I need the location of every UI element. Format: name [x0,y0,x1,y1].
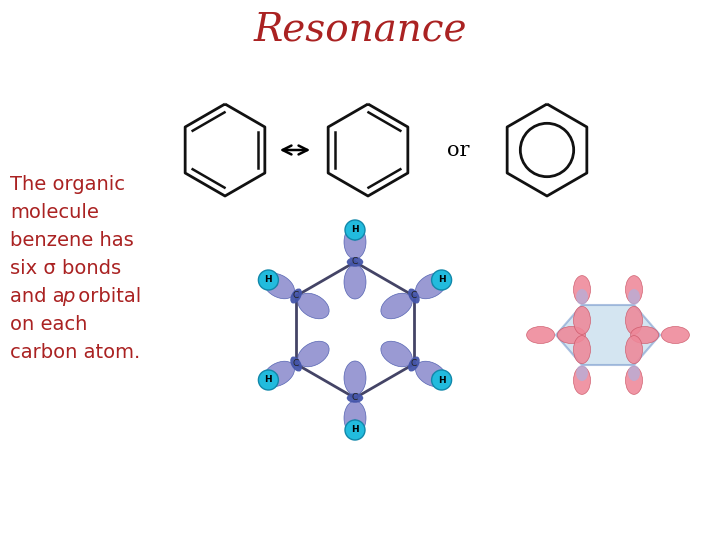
Ellipse shape [628,289,640,305]
Text: H: H [264,375,272,384]
Text: H: H [264,275,272,285]
Polygon shape [556,305,660,365]
Ellipse shape [381,293,413,319]
Ellipse shape [347,257,364,267]
Text: benzene has: benzene has [10,232,134,251]
Text: orbital: orbital [72,287,141,307]
Circle shape [431,270,451,290]
Ellipse shape [381,341,413,367]
Ellipse shape [344,401,366,435]
Text: C: C [352,394,358,402]
Ellipse shape [626,335,642,363]
Ellipse shape [415,273,447,299]
Ellipse shape [408,288,420,303]
Text: C: C [293,292,300,300]
Ellipse shape [557,327,585,343]
Ellipse shape [263,361,294,387]
Ellipse shape [574,306,590,334]
Ellipse shape [526,327,554,343]
Text: H: H [438,375,446,384]
Text: H: H [351,426,359,435]
Circle shape [345,220,365,240]
Text: C: C [411,292,417,300]
Text: H: H [351,226,359,234]
Text: and a: and a [10,287,71,307]
Ellipse shape [631,327,659,343]
Circle shape [258,370,279,390]
Ellipse shape [344,225,366,259]
Ellipse shape [263,273,294,299]
Ellipse shape [344,361,366,395]
Text: six σ bonds: six σ bonds [10,260,121,279]
Ellipse shape [574,367,590,394]
Text: C: C [352,258,358,267]
Circle shape [258,270,279,290]
Ellipse shape [415,361,447,387]
Text: molecule: molecule [10,204,99,222]
Ellipse shape [290,288,302,303]
Ellipse shape [576,289,588,305]
Text: Resonance: Resonance [253,11,467,49]
Ellipse shape [290,356,302,372]
Ellipse shape [408,356,420,372]
Text: H: H [438,275,446,285]
Ellipse shape [626,367,642,394]
Ellipse shape [626,306,642,334]
Text: carbon atom.: carbon atom. [10,343,140,362]
Text: C: C [293,360,300,368]
Circle shape [345,420,365,440]
Ellipse shape [344,265,366,299]
Ellipse shape [662,327,690,343]
Text: The organic: The organic [10,176,125,194]
Ellipse shape [347,393,364,403]
Ellipse shape [574,275,590,303]
Text: p: p [62,287,74,307]
Circle shape [431,370,451,390]
Ellipse shape [628,365,640,381]
Text: on each: on each [10,315,87,334]
Text: C: C [411,360,417,368]
Ellipse shape [626,275,642,303]
Ellipse shape [576,365,588,381]
Text: or: or [446,140,469,159]
Ellipse shape [297,293,329,319]
Ellipse shape [574,335,590,363]
Ellipse shape [297,341,329,367]
